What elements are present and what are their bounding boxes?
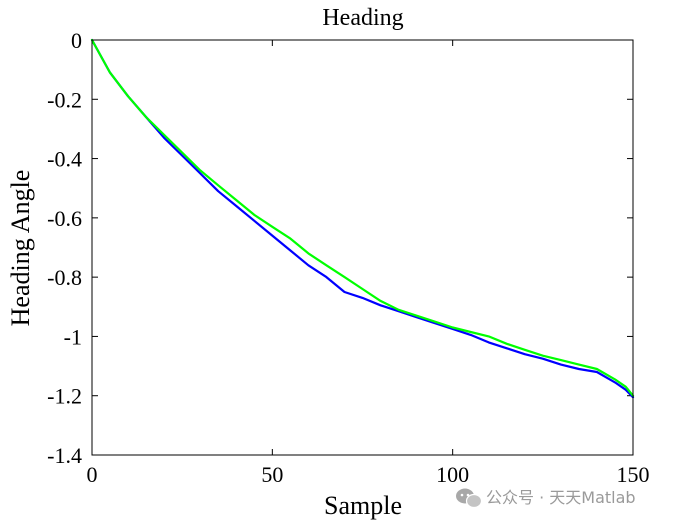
y-tick-label: -0.8 [47, 265, 82, 290]
wechat-icon [456, 488, 483, 509]
y-tick-label: -0.4 [47, 147, 82, 172]
watermark: 公众号 · 天天Matlab [456, 488, 636, 509]
y-tick-label: -1.4 [47, 443, 82, 468]
y-tick-label: -1 [64, 324, 82, 349]
series-line-2 [90, 38, 635, 397]
chart-title: Heading [322, 5, 403, 31]
data-series [90, 38, 635, 399]
plot-area-frame [91, 39, 634, 456]
y-tick-label: -1.2 [47, 384, 82, 409]
x-tick-label: 150 [617, 462, 650, 487]
x-tick-label: 50 [261, 462, 283, 487]
x-tick-label: 0 [87, 462, 98, 487]
watermark-text: 公众号 · 天天Matlab [486, 488, 636, 507]
y-tick-label: -0.6 [47, 206, 82, 231]
y-tick-label: 0 [71, 28, 82, 53]
axis-ticks: 0 50 100 150 0 -0.2 -0.4 -0.6 -0.8 -1 -1.2 -1.4 [47, 28, 649, 487]
y-tick-label: -0.2 [47, 87, 82, 112]
y-axis-label: Heading Angle [6, 170, 35, 327]
series-line-1 [90, 38, 635, 399]
x-axis-label: Sample [324, 491, 402, 520]
x-tick-label: 100 [436, 462, 469, 487]
